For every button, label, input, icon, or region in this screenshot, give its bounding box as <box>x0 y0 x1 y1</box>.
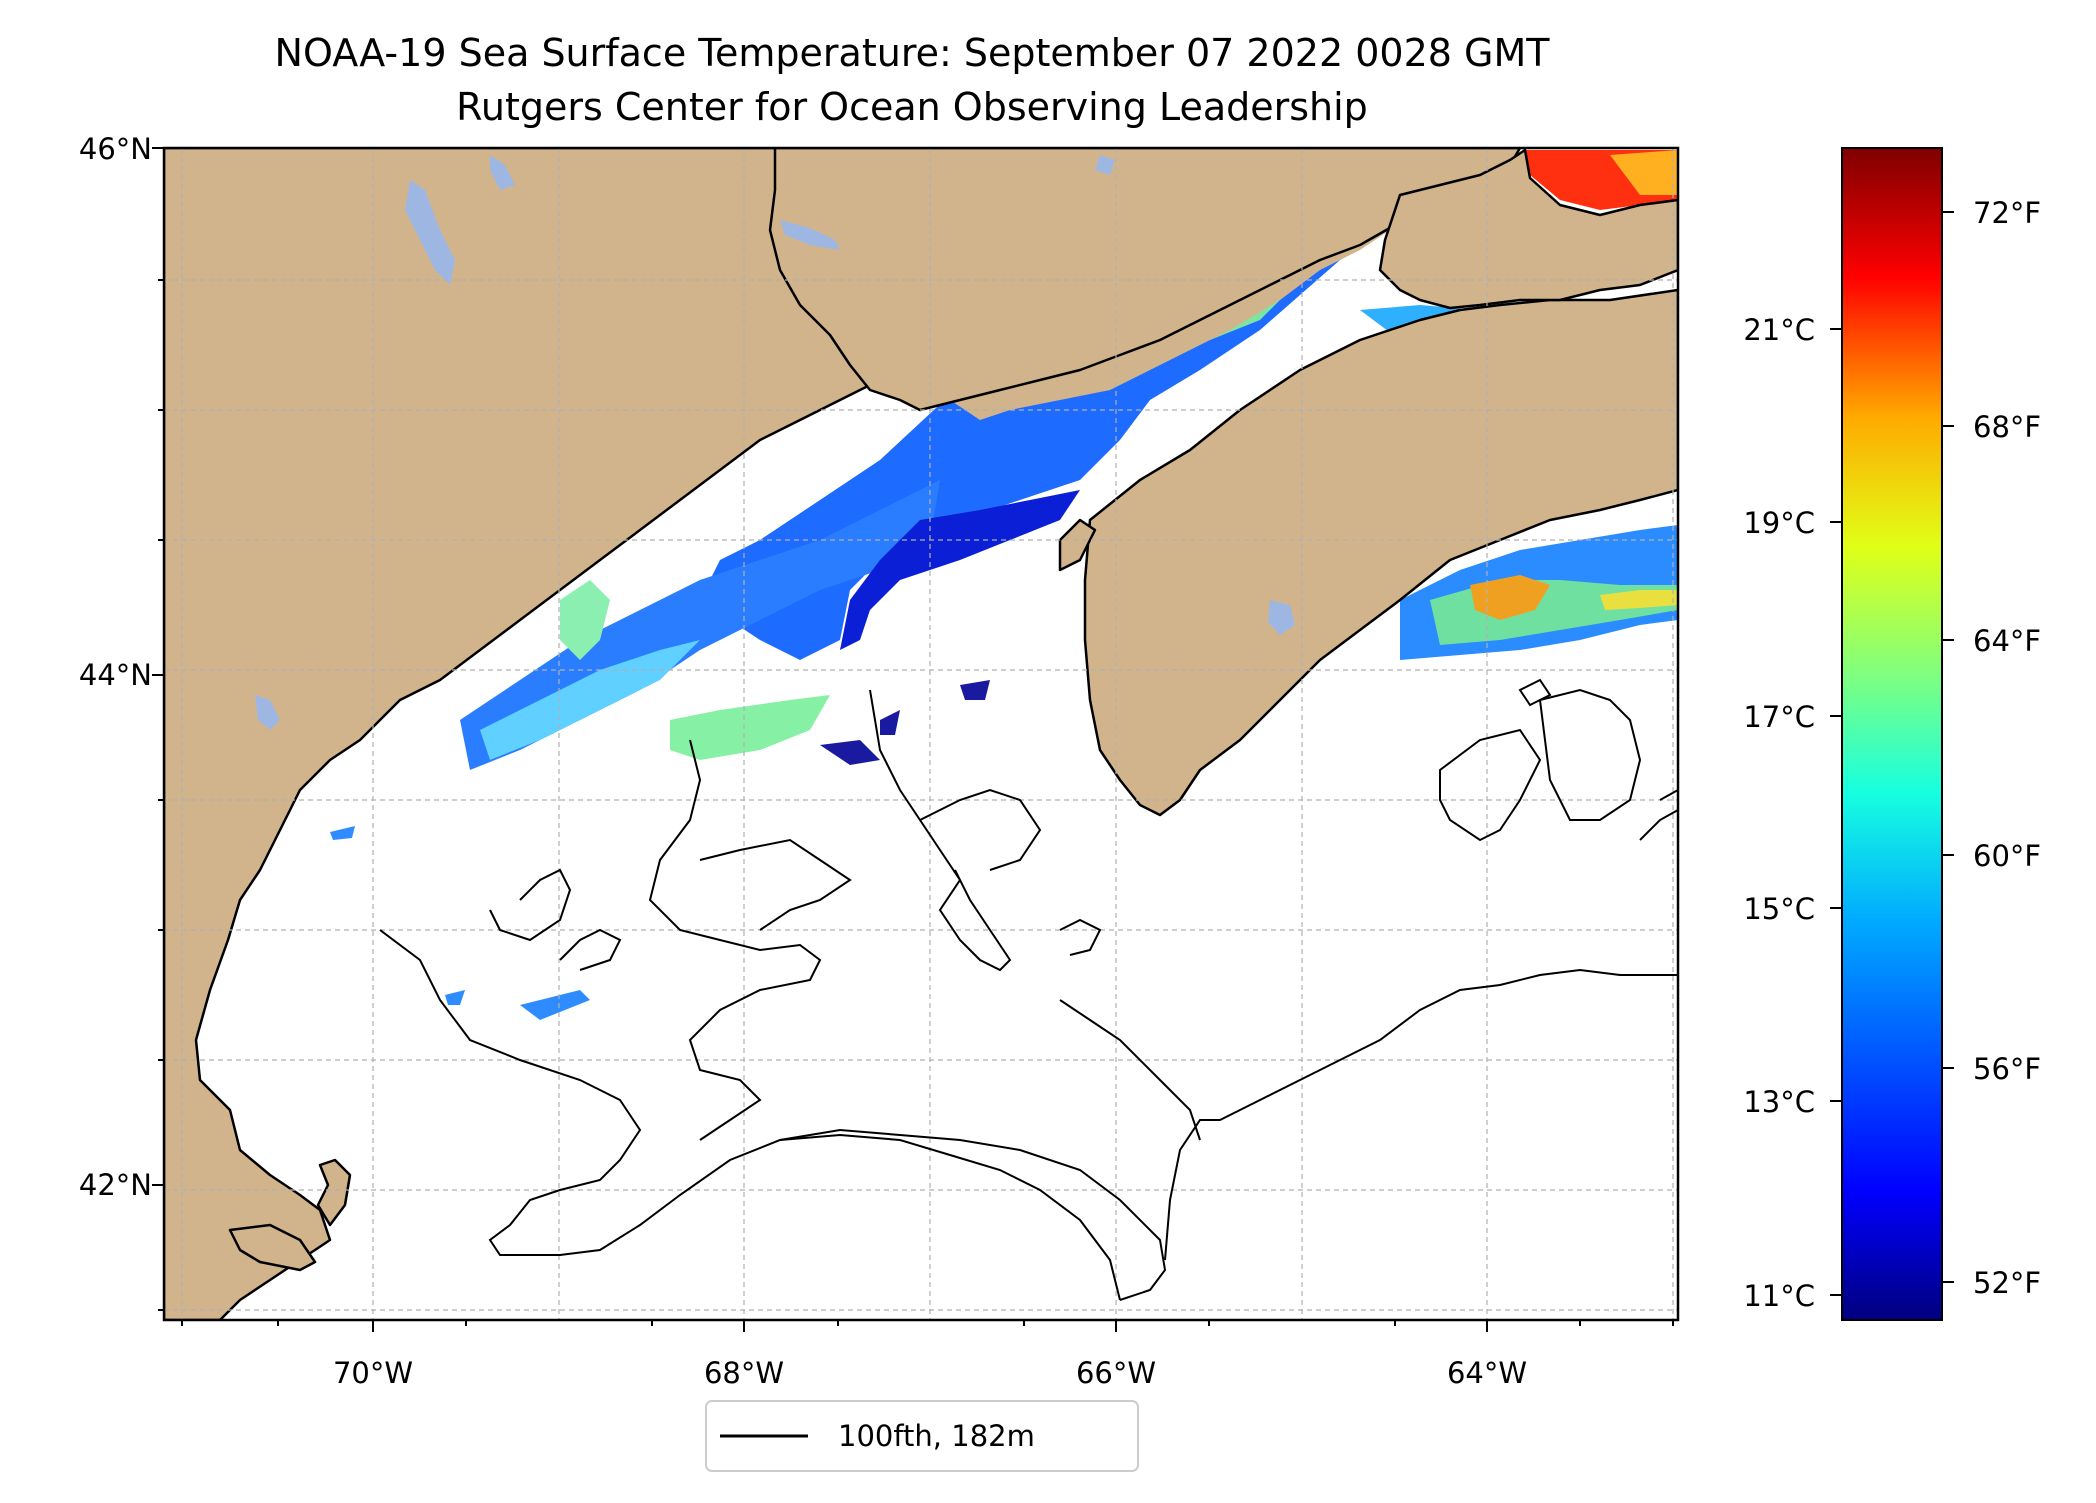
cbar-f-64: 64°F <box>1973 624 2041 658</box>
colorbar-gradient <box>1841 147 1943 1321</box>
cbar-c-15: 15°C <box>1743 892 1815 926</box>
cbar-f-56: 56°F <box>1973 1052 2041 1086</box>
lake-chesuncook <box>490 155 515 190</box>
colorbar: 21°C 19°C 17°C 15°C 13°C 11°C 72°F 68°F … <box>1743 147 2041 1321</box>
isobath-100fth <box>379 678 1678 1301</box>
lon-label-70w: 70°W <box>333 1356 413 1390</box>
colorbar-ticks <box>1830 211 1954 1296</box>
map-frame <box>162 146 1680 1322</box>
lake-grand <box>780 220 840 250</box>
sst-dark-patch <box>840 490 1080 650</box>
land-grand-manan <box>1058 518 1097 572</box>
lake-kejimkujik <box>1268 600 1295 635</box>
cbar-f-68: 68°F <box>1973 410 2041 444</box>
cbar-f-72: 72°F <box>1973 196 2041 230</box>
lat-label-44n: 44°N <box>79 658 152 692</box>
cbar-c-19: 19°C <box>1743 506 1815 540</box>
sst-scotian-orange <box>1470 575 1550 620</box>
map-subtitle: Rutgers Center for Ocean Observing Leade… <box>456 85 1368 129</box>
sst-penobscot-green <box>560 580 610 660</box>
cbar-f-52: 52°F <box>1973 1266 2041 1300</box>
land-layer <box>164 148 1678 1320</box>
cbar-c-17: 17°C <box>1743 700 1815 734</box>
sst-maine-green <box>670 695 830 760</box>
cbar-c-11: 11°C <box>1743 1279 1815 1313</box>
sst-georges-blue <box>520 990 590 1020</box>
map-title: NOAA-19 Sea Surface Temperature: Septemb… <box>275 31 1551 75</box>
land-nb-east <box>1378 148 1678 310</box>
lon-label-66w: 66°W <box>1076 1356 1156 1390</box>
legend-label: 100fth, 182m <box>838 1419 1035 1453</box>
lake-ne <box>1095 155 1115 175</box>
lakes-layer <box>255 155 1295 730</box>
lake-moosehead <box>405 180 455 285</box>
lon-label-64w: 64°W <box>1447 1356 1527 1390</box>
lon-label-68w: 68°W <box>704 1356 784 1390</box>
lat-label-46n: 46°N <box>79 132 152 166</box>
legend-box <box>705 1400 1139 1472</box>
cbar-c-13: 13°C <box>1743 1085 1815 1119</box>
land-cape-cod <box>228 1223 317 1272</box>
land-cape-cod-hook <box>316 1158 352 1227</box>
sst-georges-blue2 <box>445 990 465 1005</box>
gridlines <box>164 148 1678 1320</box>
map-axis-ticks <box>152 147 1674 1332</box>
legend: 100fth, 182m <box>705 1400 1139 1472</box>
lat-label-42n: 42°N <box>79 1168 152 1202</box>
sst-scotian-yellow <box>1600 590 1678 610</box>
lake-sebago <box>255 695 280 730</box>
cbar-f-60: 60°F <box>1973 839 2041 873</box>
map-panel <box>164 148 1678 1320</box>
cbar-c-21: 21°C <box>1743 313 1815 347</box>
sst-northeast-orange <box>1610 150 1678 195</box>
